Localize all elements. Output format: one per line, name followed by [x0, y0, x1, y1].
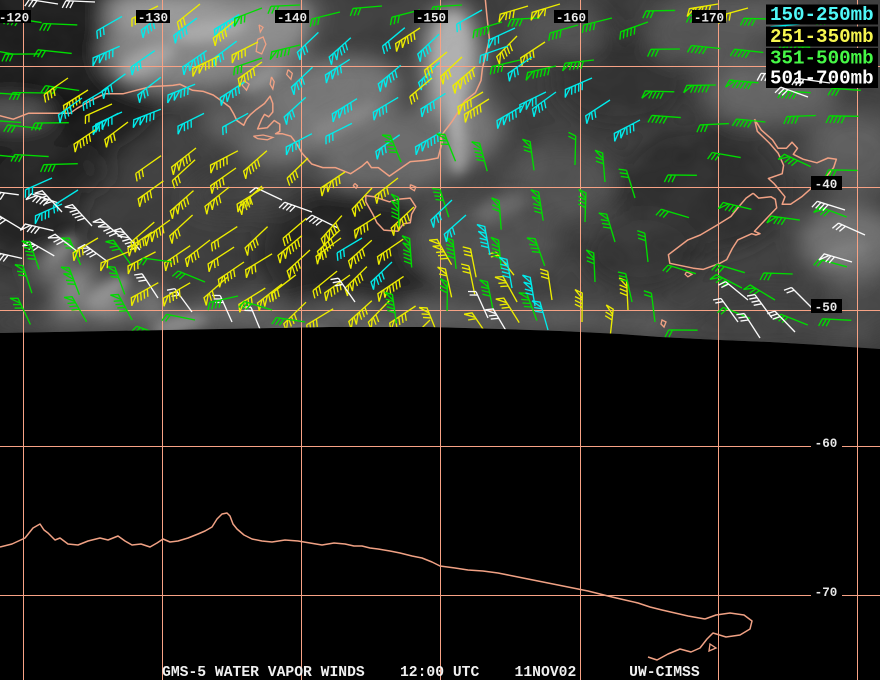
svg-text:-140: -140: [277, 12, 307, 26]
svg-text:351-500mb: 351-500mb: [770, 48, 874, 70]
svg-text:-70: -70: [815, 586, 838, 600]
svg-text:-150: -150: [416, 12, 446, 26]
svg-text:-160: -160: [556, 12, 586, 26]
svg-text:-130: -130: [138, 12, 168, 26]
svg-text:-120: -120: [0, 12, 29, 26]
svg-text:251-350mb: 251-350mb: [770, 26, 874, 48]
svg-text:-60: -60: [815, 437, 838, 451]
svg-text:-40: -40: [815, 178, 838, 192]
svg-text:501-700mb: 501-700mb: [770, 68, 874, 90]
svg-text:150-250mb: 150-250mb: [770, 4, 874, 26]
svg-text:GMS-5 WATER VAPOR WINDS 12:: GMS-5 WATER VAPOR WINDS 12:00 UTC 11NOV0…: [162, 665, 700, 680]
svg-text:-50: -50: [815, 301, 838, 315]
svg-text:-170: -170: [694, 12, 724, 26]
